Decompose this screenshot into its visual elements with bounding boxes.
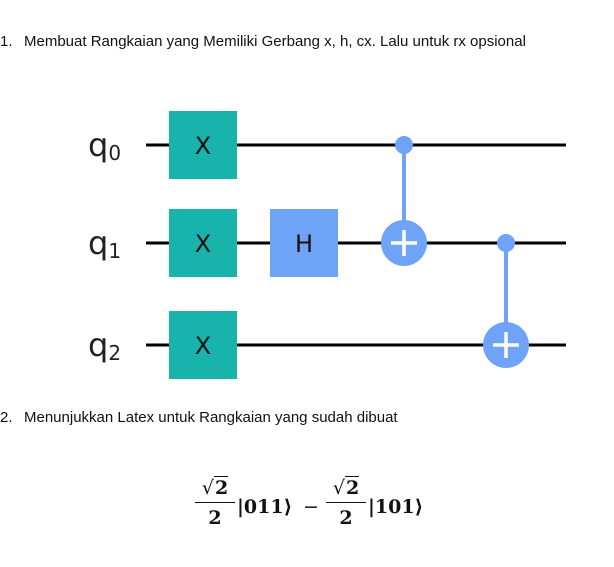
gate-box — [169, 111, 237, 179]
gate-label: X — [195, 230, 211, 258]
list-item-2: 2. Menunjukkan Latex untuk Rangkaian yang… — [0, 409, 398, 426]
gate-box — [169, 311, 237, 379]
fraction-numerator: √2 — [195, 474, 235, 502]
x-gate: X — [169, 111, 237, 179]
fraction-denominator: 2 — [208, 507, 222, 529]
sqrt-sign: √ — [332, 477, 345, 499]
quantum-circuit: q0 q1 q2 X X X H — [88, 111, 566, 379]
list-number: 2. — [0, 409, 13, 426]
fraction-bar — [195, 502, 235, 503]
list-number: 1. — [0, 33, 13, 50]
x-gate: X — [169, 311, 237, 379]
x-gate: X — [169, 209, 237, 277]
fraction-numerator: √2 — [326, 474, 366, 502]
target-plus-icon — [381, 220, 427, 266]
gate-label: H — [295, 230, 313, 258]
ket-1: |011⟩ — [237, 496, 293, 518]
control-dot — [395, 136, 413, 154]
ket-2: |101⟩ — [368, 496, 424, 518]
cx-gate — [483, 234, 529, 368]
sqrt-sign: √ — [201, 477, 214, 499]
qubit-label: q1 — [88, 224, 121, 263]
list-item-1: 1. Membuat Rangkaian yang Memiliki Gerban… — [0, 33, 526, 50]
fraction-bar — [326, 502, 366, 503]
fraction-2: √2 2 — [326, 474, 366, 531]
qubit-label: q0 — [88, 126, 121, 165]
qubit-label: q2 — [88, 326, 121, 365]
sqrt-argument: 2 — [213, 476, 229, 499]
gate-box — [169, 209, 237, 277]
minus-operator: − — [303, 496, 319, 518]
gate-label: X — [195, 332, 211, 360]
sqrt-argument: 2 — [344, 476, 360, 499]
fraction-1: √2 2 — [195, 474, 235, 531]
list-text: Membuat Rangkaian yang Memiliki Gerbang … — [24, 33, 526, 50]
gate-box — [270, 209, 338, 277]
cx-gate — [381, 136, 427, 266]
list-text: Menunjukkan Latex untuk Rangkaian yang s… — [24, 409, 398, 426]
gate-label: X — [195, 132, 211, 160]
fraction-denominator: 2 — [339, 507, 353, 529]
control-dot — [497, 234, 515, 252]
h-gate: H — [270, 209, 338, 277]
target-plus-icon — [483, 322, 529, 368]
